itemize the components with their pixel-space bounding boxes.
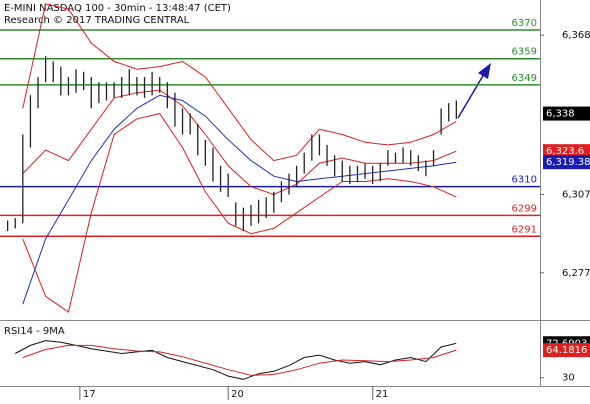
level-label: 6310 [512,175,537,186]
level-label: 6291 [512,224,537,235]
y-tick-label: 30 [562,373,575,384]
y-tick-label: 6,277 [562,268,590,279]
price-label-box [543,106,590,121]
y-tick-label: 6,368 [562,30,590,41]
level-label: 6370 [512,18,537,29]
chart-title: E-MINI NASDAQ 100 - 30min - 13:48:47 (CE… [4,3,231,14]
price-label: 6,319.38 [546,157,590,168]
x-tick-label: 20 [231,389,244,400]
price-label: 6,323.6 [546,146,584,157]
arrow-shaft [457,73,485,119]
level-label: 6349 [512,73,537,84]
level-label: 6359 [512,47,537,58]
level-label: 6299 [512,203,537,214]
price-label-box [543,155,590,170]
arrow-head [478,63,491,79]
price-label-box [543,144,590,159]
indicator-line [22,94,457,305]
x-tick-label: 21 [376,389,389,400]
indicator-line [22,113,457,313]
y-tick-label: 6,307 [562,190,590,201]
panel-title: RSI14 - 9MA [4,326,65,337]
indicator-line [22,3,457,162]
price-label: 6,338 [546,109,575,120]
trend-arrow [457,63,491,119]
x-tick-label: 17 [83,389,96,400]
indicator-line [22,344,457,376]
chart-subtitle: Research © 2017 TRADING CENTRAL [4,15,190,26]
indicator-line [22,89,457,196]
price-label: 64.1816 [546,345,587,356]
indicator-line [14,340,457,380]
price-label-box [543,343,590,358]
